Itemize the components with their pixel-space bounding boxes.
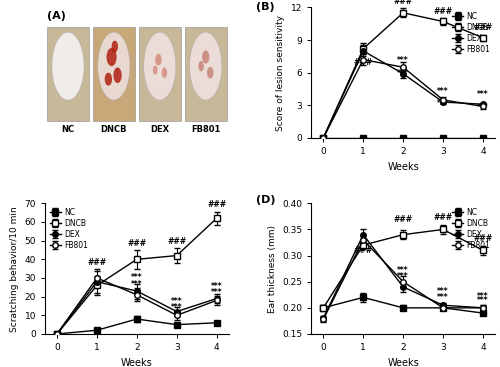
Y-axis label: Scratching behavior/10 min: Scratching behavior/10 min xyxy=(10,206,19,331)
Text: ###: ### xyxy=(167,237,186,246)
FancyBboxPatch shape xyxy=(93,27,135,121)
FancyBboxPatch shape xyxy=(47,27,89,121)
Text: NC: NC xyxy=(62,125,74,134)
Text: ###: ### xyxy=(128,239,146,248)
Text: ***: *** xyxy=(398,272,409,281)
Text: ###: ### xyxy=(474,233,492,243)
Text: ***: *** xyxy=(438,292,449,302)
Text: DEX: DEX xyxy=(150,125,170,134)
Ellipse shape xyxy=(106,48,117,66)
Text: FB801: FB801 xyxy=(191,125,220,134)
Text: ***: *** xyxy=(477,292,489,301)
Ellipse shape xyxy=(112,41,118,52)
Text: ###: ### xyxy=(434,212,452,222)
Text: ###: ### xyxy=(394,0,412,6)
FancyBboxPatch shape xyxy=(184,27,227,121)
Ellipse shape xyxy=(202,50,209,63)
Text: ***: *** xyxy=(131,280,142,289)
Text: ###: ### xyxy=(207,200,227,209)
Text: ***: *** xyxy=(211,288,222,297)
Text: ***: *** xyxy=(398,266,409,275)
Legend: NC, DNCB, DEX, FB801: NC, DNCB, DEX, FB801 xyxy=(452,11,491,54)
Text: ***: *** xyxy=(398,69,409,78)
Text: DNCB: DNCB xyxy=(100,125,127,134)
Ellipse shape xyxy=(207,67,214,79)
X-axis label: Weeks: Weeks xyxy=(388,357,419,367)
Ellipse shape xyxy=(114,68,122,83)
Ellipse shape xyxy=(155,54,162,65)
Text: ***: *** xyxy=(398,56,409,65)
Y-axis label: Score of lesion sensitivity: Score of lesion sensitivity xyxy=(276,15,285,131)
Ellipse shape xyxy=(52,32,84,100)
Ellipse shape xyxy=(153,65,158,75)
Legend: NC, DNCB, DEX, FB801: NC, DNCB, DEX, FB801 xyxy=(452,207,491,250)
X-axis label: Weeks: Weeks xyxy=(388,161,419,172)
Text: ###: ### xyxy=(394,215,412,224)
Text: ###: ### xyxy=(434,7,452,16)
Ellipse shape xyxy=(104,73,112,86)
Text: ###: ### xyxy=(88,258,106,267)
Ellipse shape xyxy=(190,32,222,100)
Ellipse shape xyxy=(144,32,176,100)
Text: (B): (B) xyxy=(256,2,275,12)
X-axis label: Weeks: Weeks xyxy=(121,357,152,367)
Text: ***: *** xyxy=(171,297,182,306)
Text: ***: *** xyxy=(477,103,489,112)
Ellipse shape xyxy=(162,68,167,78)
Text: ###: ### xyxy=(354,246,373,255)
Y-axis label: Ear thickness (mm): Ear thickness (mm) xyxy=(268,225,276,313)
Text: ***: *** xyxy=(438,87,449,95)
Legend: NC, DNCB, DEX, FB801: NC, DNCB, DEX, FB801 xyxy=(49,207,88,250)
Text: ###: ### xyxy=(354,58,373,67)
Text: (A): (A) xyxy=(47,11,66,21)
Ellipse shape xyxy=(198,61,204,71)
FancyBboxPatch shape xyxy=(138,27,181,121)
Text: (D): (D) xyxy=(256,196,276,206)
Text: ***: *** xyxy=(477,296,489,305)
Text: ***: *** xyxy=(438,287,449,296)
Text: ***: *** xyxy=(131,273,142,282)
Text: ***: *** xyxy=(477,90,489,99)
Text: ***: *** xyxy=(438,98,449,108)
Ellipse shape xyxy=(98,32,130,100)
Text: ***: *** xyxy=(211,282,222,291)
Text: ***: *** xyxy=(171,302,182,312)
Text: ###: ### xyxy=(474,23,492,32)
